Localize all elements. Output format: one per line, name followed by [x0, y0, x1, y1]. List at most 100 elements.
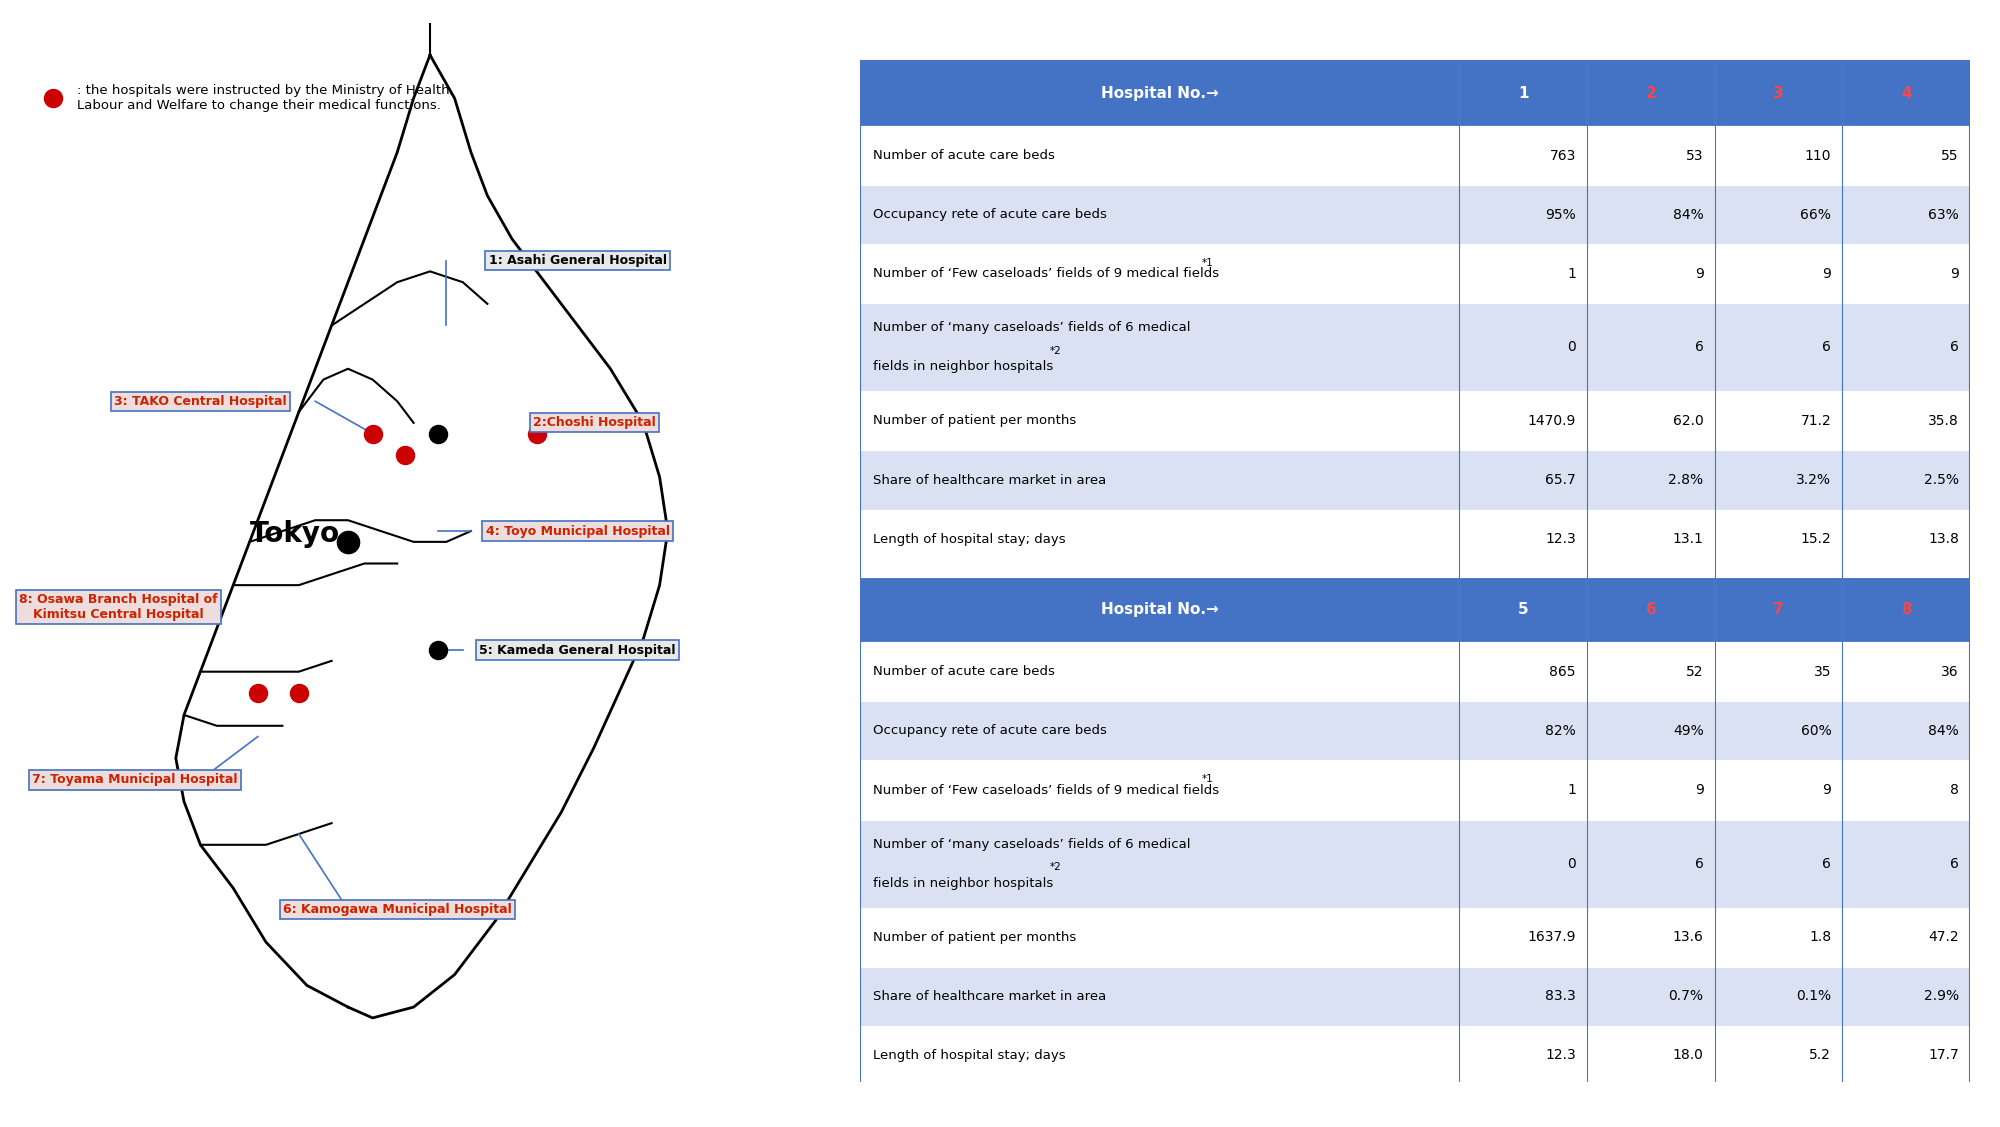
Bar	[860, 61, 1460, 126]
Bar	[1842, 642, 1970, 701]
Text: 6: 6	[1694, 340, 1704, 354]
Text: 4: Toyo Municipal Hospital: 4: Toyo Municipal Hospital	[486, 524, 670, 538]
Text: 49%: 49%	[1672, 724, 1704, 738]
Text: Number of acute care beds: Number of acute care beds	[874, 149, 1056, 162]
Text: 7: 7	[1774, 602, 1784, 618]
Text: 2: 2	[1646, 86, 1656, 100]
Text: 0.7%: 0.7%	[1668, 990, 1704, 1003]
Bar	[1588, 61, 1714, 126]
Bar	[1588, 907, 1714, 967]
Bar	[860, 391, 1460, 451]
Text: : the hospitals were instructed by the Ministry of Health,
Labour and Welfare to: : the hospitals were instructed by the M…	[78, 85, 454, 113]
Bar	[1588, 967, 1714, 1026]
Bar	[1460, 245, 1588, 303]
Text: 2.5%: 2.5%	[1924, 473, 1958, 487]
Bar	[1460, 819, 1588, 907]
Text: 84%: 84%	[1672, 207, 1704, 222]
Text: 1: 1	[1518, 86, 1528, 100]
Bar	[1588, 577, 1714, 642]
Bar	[860, 642, 1460, 701]
Text: Number of patient per months: Number of patient per months	[874, 415, 1076, 427]
Text: 1.8: 1.8	[1810, 930, 1832, 944]
Text: 13.1: 13.1	[1672, 532, 1704, 547]
Bar	[860, 907, 1460, 967]
Text: Number of ‘Few caseloads’ fields of 9 medical fields: Number of ‘Few caseloads’ fields of 9 me…	[874, 267, 1220, 281]
Bar	[1588, 761, 1714, 819]
Bar	[1842, 819, 1970, 907]
Bar	[1842, 185, 1970, 245]
Text: Number of patient per months: Number of patient per months	[874, 931, 1076, 943]
Text: 6: 6	[1646, 602, 1656, 618]
Text: 2:Choshi Hospital: 2:Choshi Hospital	[532, 416, 656, 429]
Text: 13.6: 13.6	[1672, 930, 1704, 944]
Text: 6: Kamogawa Municipal Hospital: 6: Kamogawa Municipal Hospital	[282, 903, 512, 916]
Bar	[1842, 509, 1970, 569]
Bar	[860, 577, 1460, 642]
Bar	[1714, 61, 1842, 126]
Text: 13.8: 13.8	[1928, 532, 1958, 547]
Text: 6: 6	[1822, 857, 1832, 871]
Text: 53: 53	[1686, 149, 1704, 162]
Text: 36: 36	[1942, 665, 1958, 678]
Text: 18.0: 18.0	[1672, 1048, 1704, 1063]
Text: Number of ‘many caseloads’ fields of 6 medical: Number of ‘many caseloads’ fields of 6 m…	[874, 837, 1190, 851]
Text: *1: *1	[1202, 258, 1214, 268]
Text: 83.3: 83.3	[1546, 990, 1576, 1003]
Text: 0: 0	[1568, 340, 1576, 354]
Bar	[860, 126, 1460, 185]
Text: 35.8: 35.8	[1928, 414, 1958, 428]
Text: 71.2: 71.2	[1800, 414, 1832, 428]
Text: 1: Asahi General Hospital: 1: Asahi General Hospital	[488, 254, 666, 267]
Text: 9: 9	[1822, 267, 1832, 281]
Bar	[1460, 967, 1588, 1026]
Bar	[860, 303, 1460, 391]
Text: 62.0: 62.0	[1672, 414, 1704, 428]
Bar	[1588, 391, 1714, 451]
Bar	[1588, 185, 1714, 245]
Text: Share of healthcare market in area: Share of healthcare market in area	[874, 473, 1106, 487]
Bar	[1460, 303, 1588, 391]
Text: 0: 0	[1568, 857, 1576, 871]
Bar	[1842, 126, 1970, 185]
Bar	[1460, 185, 1588, 245]
Text: fields in neighbor hospitals: fields in neighbor hospitals	[874, 877, 1054, 889]
Bar	[1842, 61, 1970, 126]
Bar	[1714, 185, 1842, 245]
Text: Tokyo: Tokyo	[250, 520, 340, 548]
Bar	[860, 761, 1460, 819]
Text: 9: 9	[1822, 783, 1832, 797]
Text: Number of ‘many caseloads’ fields of 6 medical: Number of ‘many caseloads’ fields of 6 m…	[874, 321, 1190, 335]
Text: 12.3: 12.3	[1546, 1048, 1576, 1063]
Text: 5.2: 5.2	[1810, 1048, 1832, 1063]
Bar	[1842, 245, 1970, 303]
Text: 2.9%: 2.9%	[1924, 990, 1958, 1003]
Bar	[860, 967, 1460, 1026]
Bar	[1460, 391, 1588, 451]
Bar	[1842, 907, 1970, 967]
Text: 84%: 84%	[1928, 724, 1958, 738]
Bar	[1714, 245, 1842, 303]
Text: 1637.9: 1637.9	[1528, 930, 1576, 944]
Text: Hospital No.→: Hospital No.→	[1100, 602, 1218, 618]
Bar	[1588, 451, 1714, 509]
Bar	[1714, 819, 1842, 907]
Text: 6: 6	[1950, 340, 1958, 354]
Text: 6: 6	[1694, 857, 1704, 871]
Text: 9: 9	[1950, 267, 1958, 281]
Text: 1470.9: 1470.9	[1528, 414, 1576, 428]
Text: 82%: 82%	[1546, 724, 1576, 738]
Bar	[1588, 126, 1714, 185]
Text: 4: 4	[1900, 86, 1912, 100]
Bar	[1460, 577, 1588, 642]
Text: *1: *1	[1202, 774, 1214, 784]
Text: 35: 35	[1814, 665, 1832, 678]
Text: 6: 6	[1950, 857, 1958, 871]
Bar	[1460, 451, 1588, 509]
Text: 7: Toyama Municipal Hospital: 7: Toyama Municipal Hospital	[32, 773, 238, 787]
Text: 3: TAKO Central Hospital: 3: TAKO Central Hospital	[114, 394, 286, 408]
Bar	[1842, 701, 1970, 761]
Bar	[860, 701, 1460, 761]
Text: 0.1%: 0.1%	[1796, 990, 1832, 1003]
Text: Number of acute care beds: Number of acute care beds	[874, 665, 1056, 678]
Text: 1: 1	[1568, 267, 1576, 281]
